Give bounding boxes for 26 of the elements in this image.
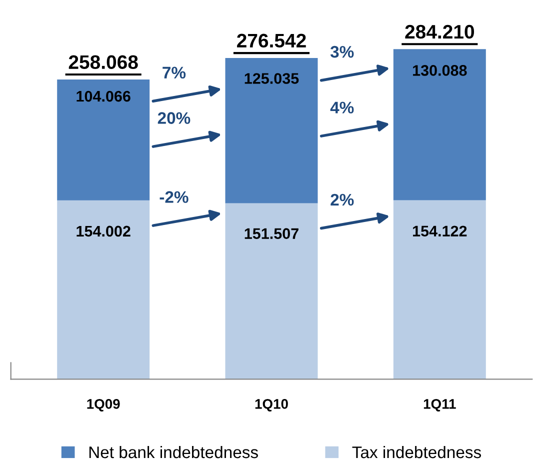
- bar: [393, 200, 486, 380]
- legend-label: Net bank indebtedness: [89, 446, 258, 458]
- data-label: 125.035: [244, 73, 299, 84]
- x-tick-label: 1Q09: [87, 399, 120, 412]
- annotation: 3%: [330, 46, 354, 58]
- x-tick-label: 1Q10: [255, 399, 288, 412]
- data-label: 130.088: [413, 65, 467, 76]
- bar: [393, 49, 486, 200]
- total-label: 276.542: [237, 34, 306, 48]
- bar: [57, 79, 150, 200]
- data-label: 104.066: [76, 90, 130, 102]
- annotation: -2%: [160, 191, 188, 203]
- annotation: 20%: [158, 112, 190, 124]
- bar: [225, 58, 318, 204]
- legend-label: Tax indebtedness: [352, 446, 481, 458]
- data-label: 151.507: [244, 228, 298, 240]
- total-label: 258.068: [68, 55, 138, 70]
- x-tick-label: 1Q11: [424, 399, 456, 412]
- bar: [57, 200, 150, 380]
- total-label: 284.210: [405, 24, 474, 39]
- bar: [225, 203, 318, 380]
- data-label: 154.002: [76, 226, 130, 237]
- annotation: 4%: [330, 102, 354, 114]
- annotation: 7%: [162, 66, 186, 79]
- annotation: 2%: [330, 194, 354, 206]
- data-label: 154.122: [413, 226, 467, 237]
